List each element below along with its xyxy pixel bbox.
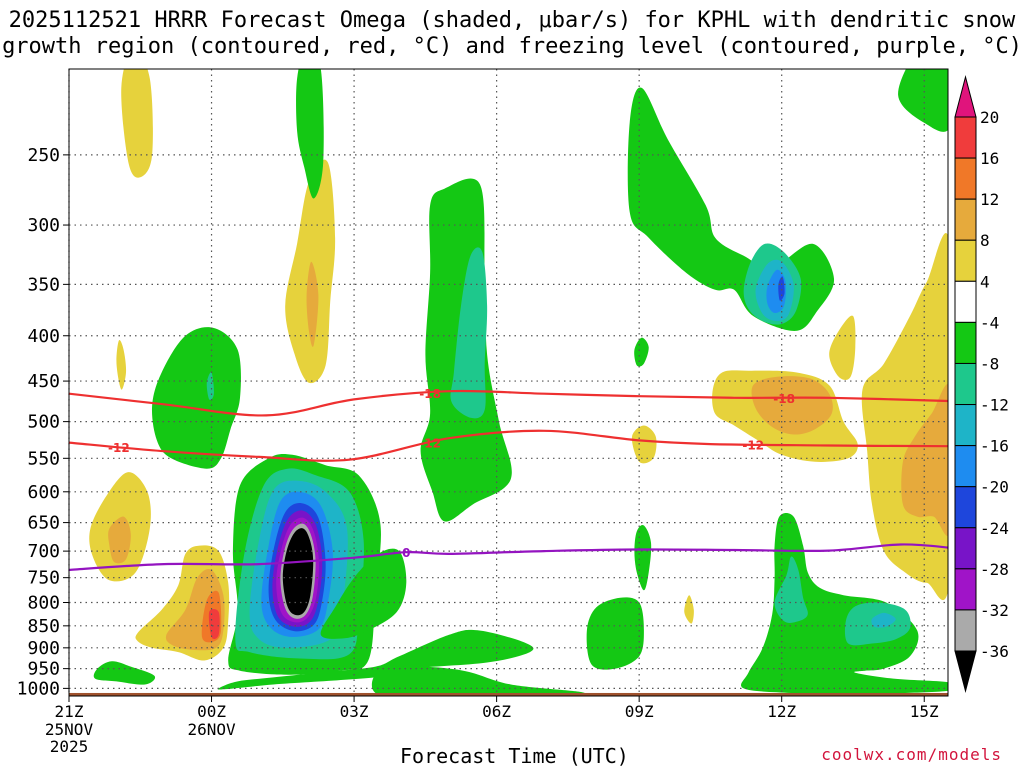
y-tick-label: 850 xyxy=(27,616,60,637)
omega-region-23 xyxy=(282,528,314,616)
y-tick-label: 300 xyxy=(27,215,60,236)
dgz-contour xyxy=(69,389,948,417)
colorbar-bin xyxy=(954,404,977,447)
omega-region-40 xyxy=(829,315,856,381)
x-tick-label: 12Z xyxy=(767,702,796,721)
y-tick-label: 550 xyxy=(27,448,60,469)
omega-region-30 xyxy=(634,524,652,591)
dgz-contour xyxy=(69,429,948,462)
colorbar-tick-label: -28 xyxy=(980,560,1009,579)
y-tick-label: 350 xyxy=(27,274,60,295)
x-tick-sublabel: 2025 xyxy=(50,737,89,756)
colorbar-extend-top xyxy=(954,75,977,118)
omega-region-26 xyxy=(450,247,488,419)
omega-region-14 xyxy=(217,629,534,690)
y-tick-label: 500 xyxy=(27,412,60,433)
x-tick-label: 00Z xyxy=(197,702,226,721)
omega-region-45 xyxy=(774,556,808,623)
y-tick-label: 950 xyxy=(27,659,60,680)
omega-region-39 xyxy=(751,376,833,435)
omega-region-13 xyxy=(296,69,324,199)
omega-region-28 xyxy=(586,597,644,670)
colorbar-bin xyxy=(954,198,977,241)
dgz-contour-label: -12 xyxy=(742,439,764,453)
contour-line-layer xyxy=(69,389,948,571)
x-tick-sublabel: 25NOV xyxy=(45,720,94,739)
omega-fill-layer xyxy=(69,69,948,696)
x-tick-label: 03Z xyxy=(340,702,369,721)
x-axis-title: Forecast Time (UTC) xyxy=(400,744,629,768)
freezing-level-contour-label: 0 xyxy=(402,546,410,560)
x-tick-sublabel: 26NOV xyxy=(187,720,236,739)
source-credit[interactable]: coolwx.com/models xyxy=(821,745,1002,764)
omega-region-4 xyxy=(93,661,156,685)
omega-region-9 xyxy=(151,327,241,469)
colorbar-bin xyxy=(954,527,977,570)
colorbar-bin xyxy=(954,568,977,611)
y-tick-label: 700 xyxy=(27,541,60,562)
colorbar-tick-label: -24 xyxy=(980,519,1009,538)
dgz-contour-label: -18 xyxy=(773,392,795,406)
colorbar-bin xyxy=(954,362,977,406)
contour-label-layer: -18 -18 -12 -12 -12 0 xyxy=(108,387,795,560)
colorbar-bin xyxy=(954,486,977,529)
omega-region-1 xyxy=(116,340,127,390)
y-axis: 2503003504004505005506006507007508008509… xyxy=(17,145,69,699)
plot-frame xyxy=(68,68,949,697)
colorbar-bin xyxy=(954,280,977,323)
omega-region-12 xyxy=(306,261,319,347)
chart-title-line-1: 2025112521 HRRR Forecast Omega (shaded, … xyxy=(8,8,1016,33)
chart-title-line-2: growth region (contoured, red, °C) and f… xyxy=(2,34,1022,59)
colorbar-tick-label: -32 xyxy=(980,601,1009,620)
colorbar-extend-bottom xyxy=(954,650,977,693)
omega-region-47 xyxy=(871,612,896,628)
colorbar-tick-label: -4 xyxy=(980,313,999,332)
y-tick-label: 1000 xyxy=(17,678,60,699)
colorbar-tick-label: 20 xyxy=(980,108,999,127)
omega-region-24 xyxy=(320,548,407,639)
y-tick-label: 900 xyxy=(27,638,60,659)
y-tick-label: 450 xyxy=(27,371,60,392)
colorbar-bin xyxy=(954,445,977,488)
omega-region-29 xyxy=(634,337,649,367)
omega-region-43 xyxy=(898,69,948,132)
omega-region-10 xyxy=(206,372,214,400)
y-tick-label: 400 xyxy=(27,326,60,347)
y-tick-label: 800 xyxy=(27,593,60,614)
omega-region-37 xyxy=(778,276,785,301)
colorbar-tick-label: -12 xyxy=(980,396,1009,415)
x-tick-label: 21Z xyxy=(55,702,84,721)
colorbar-tick-label: 12 xyxy=(980,190,999,209)
y-tick-label: 650 xyxy=(27,513,60,534)
freezing-level-contour xyxy=(69,543,948,571)
colorbar-bin xyxy=(954,116,977,159)
x-tick-label: 15Z xyxy=(910,702,939,721)
colorbar-tick-label: -20 xyxy=(980,478,1009,497)
omega-region-0 xyxy=(121,69,153,178)
x-tick-label: 09Z xyxy=(625,702,654,721)
colorbar-tick-label: -36 xyxy=(980,642,1009,661)
y-tick-label: 600 xyxy=(27,482,60,503)
dgz-contour-label: -12 xyxy=(108,441,130,455)
dgz-contour-label: -12 xyxy=(419,436,441,450)
x-tick-label: 06Z xyxy=(482,702,511,721)
colorbar-tick-label: 16 xyxy=(980,149,999,168)
colorbar-bin xyxy=(954,321,977,364)
colorbar-tick-label: -16 xyxy=(980,437,1009,456)
omega-region-31 xyxy=(631,425,657,464)
colorbar-bin xyxy=(954,609,977,652)
colorbar-tick-label: -8 xyxy=(980,354,999,373)
colorbar-bin xyxy=(954,239,977,282)
colorbar-tick-label: 8 xyxy=(980,231,990,250)
y-tick-label: 250 xyxy=(27,145,60,166)
y-tick-label: 750 xyxy=(27,568,60,589)
omega-region-8 xyxy=(208,608,220,640)
colorbar: 20 16 12 8 4 -4 -8 -12 -16 -20 -24 -28 -32 -36 xyxy=(954,75,1009,693)
ground-band xyxy=(69,692,948,696)
dgz-contour-label: -18 xyxy=(419,387,441,401)
colorbar-tick-label: 4 xyxy=(980,272,990,291)
colorbar-bin xyxy=(954,157,977,200)
